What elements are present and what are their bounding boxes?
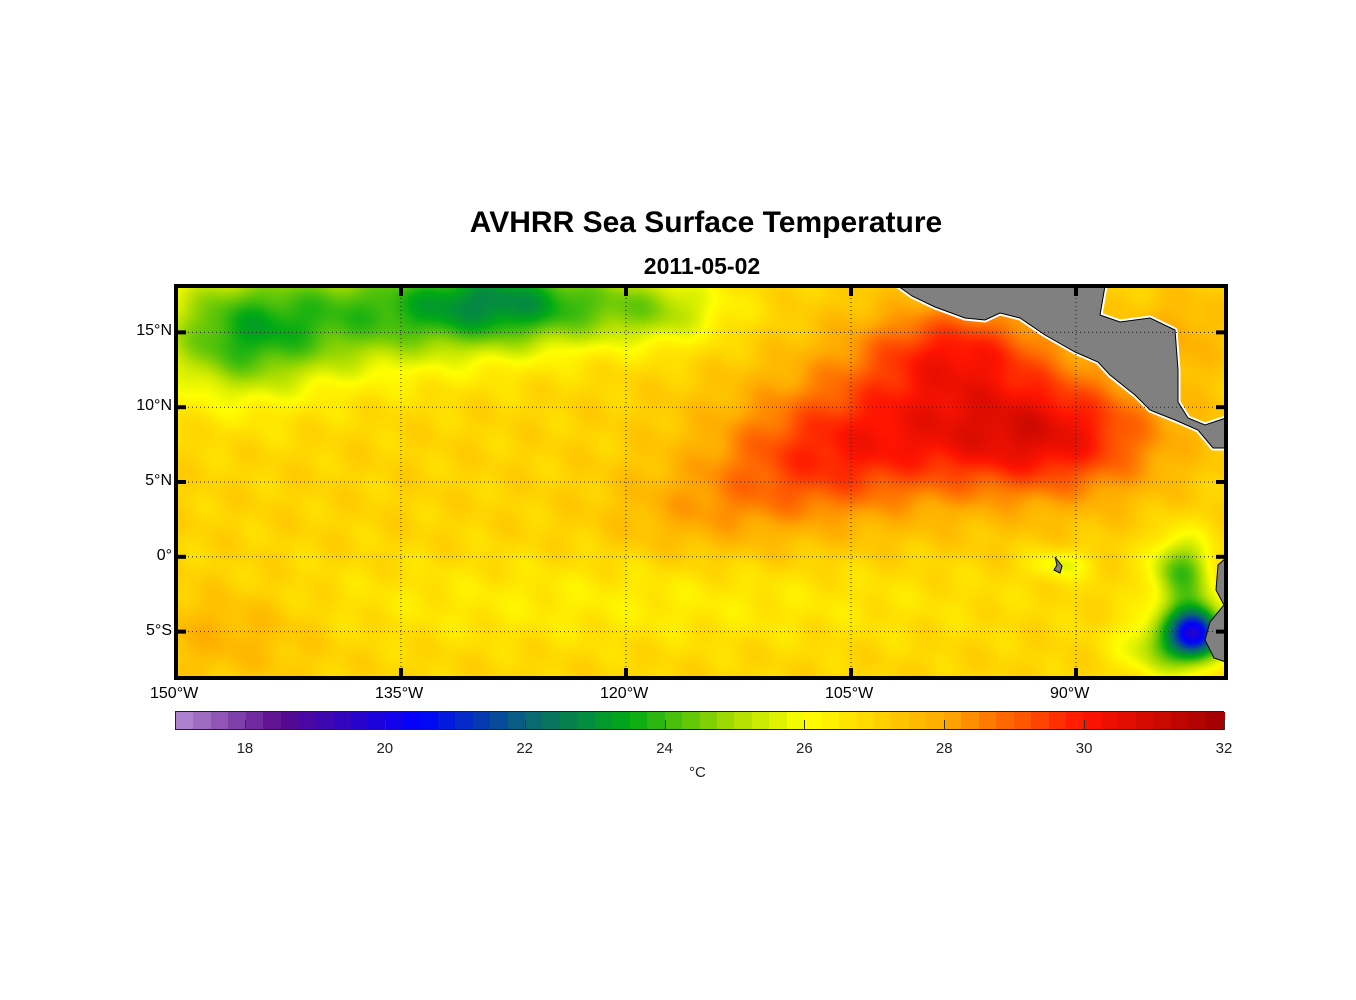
colorbar-segment — [455, 712, 475, 729]
lon-label: 90°W — [1050, 685, 1090, 702]
colorbar-tick-mark — [1084, 720, 1086, 730]
colorbar-tick-label: 32 — [1215, 740, 1233, 757]
colorbar-segment — [856, 712, 877, 729]
colorbar-unit-label: °C — [689, 764, 706, 781]
colorbar-segment — [1188, 712, 1208, 729]
map-overlay — [174, 283, 1229, 680]
map-title: AVHRR Sea Surface Temperature — [469, 206, 943, 239]
colorbar-segment — [542, 712, 562, 729]
colorbar-segment — [176, 712, 196, 729]
colorbar-segment — [612, 712, 632, 729]
lat-label: 15°N — [136, 322, 172, 340]
colorbar-segment — [525, 712, 545, 729]
colorbar-tick-label: 24 — [656, 740, 673, 757]
lon-label: 135°W — [375, 685, 424, 702]
colorbar-tick-mark — [804, 720, 806, 730]
lat-label: 5°S — [146, 621, 172, 639]
colorbar-tick-label: 28 — [935, 740, 953, 757]
lat-label: 5°N — [145, 472, 172, 489]
lat-label: 10°N — [136, 397, 172, 415]
colorbar-segment — [210, 712, 231, 729]
colorbar-segment — [577, 712, 597, 729]
colorbar-tick-label: 30 — [1075, 740, 1093, 757]
south-america-land — [1204, 556, 1227, 663]
colorbar-segment — [1118, 712, 1138, 729]
colorbar-segment — [472, 712, 493, 729]
colorbar-segment — [978, 712, 999, 729]
colorbar-segment — [245, 712, 266, 729]
colorbar-segment — [1205, 712, 1226, 729]
colorbar-segment — [682, 712, 702, 729]
colorbar-segment — [821, 712, 842, 729]
map-subtitle: 2011-05-02 — [643, 253, 761, 279]
colorbar-tick-label: 22 — [516, 740, 533, 757]
colorbar-segment — [559, 712, 580, 729]
colorbar-segment — [507, 712, 528, 729]
colorbar-segment — [751, 712, 772, 729]
colorbar-segment — [804, 712, 824, 729]
colorbar-segment — [333, 712, 353, 729]
gridlines — [176, 286, 1226, 678]
colorbar-segment — [1135, 712, 1156, 729]
colorbar-segment — [996, 712, 1016, 729]
colorbar-segment — [280, 712, 301, 729]
colorbar-segment — [385, 712, 405, 729]
colorbar-segment — [402, 712, 423, 729]
colorbar-segment — [298, 712, 318, 729]
colorbar-segment — [437, 712, 458, 729]
colorbar-segment — [629, 712, 650, 729]
colorbar-segment — [315, 712, 336, 729]
colorbar-segment — [228, 712, 248, 729]
colorbar-segment — [490, 712, 510, 729]
colorbar-tick-label: 26 — [796, 740, 813, 757]
colorbar-segment — [1153, 712, 1173, 729]
galapagos-land — [1053, 556, 1063, 574]
colorbar-segment — [1100, 712, 1121, 729]
lon-label: 105°W — [825, 685, 874, 702]
colorbar-segment — [908, 712, 929, 729]
lat-label: 0° — [156, 546, 172, 564]
colorbar-segment — [1013, 712, 1034, 729]
colorbar-tick-mark — [524, 720, 526, 730]
colorbar-segment — [367, 712, 388, 729]
colorbar-segment — [874, 712, 894, 729]
colorbar-segment — [420, 712, 440, 729]
frame-ticks — [176, 286, 1226, 678]
colorbar-segment — [647, 712, 667, 729]
colorbar-tick-mark — [1224, 720, 1225, 730]
colorbar-segment — [1065, 712, 1086, 729]
sst-map — [174, 283, 1229, 680]
colorbar-segment — [1083, 712, 1103, 729]
colorbar-segment — [734, 712, 754, 729]
colorbar-segment — [891, 712, 911, 729]
colorbar-segment — [193, 712, 213, 729]
colorbar-segment — [716, 712, 737, 729]
colorbar-tick-mark — [664, 720, 666, 730]
lon-label: 120°W — [600, 685, 649, 702]
colorbar-segment — [961, 712, 981, 729]
colorbar-tick-mark — [944, 720, 946, 730]
colorbar-tick-mark — [244, 720, 246, 730]
colorbar-segment — [263, 712, 283, 729]
colorbar-segment — [926, 712, 946, 729]
colorbar-tick-label: 20 — [376, 740, 394, 757]
colorbar-segment — [664, 712, 685, 729]
colorbar-segment — [350, 712, 371, 729]
colorbar-segment — [1048, 712, 1069, 729]
colorbar-segment — [786, 712, 807, 729]
colorbar-segment — [699, 712, 720, 729]
lon-label: 150°W — [150, 685, 199, 702]
colorbar-segment — [1170, 712, 1191, 729]
colorbar-segment — [594, 712, 615, 729]
colorbar-tick-mark — [384, 720, 386, 730]
colorbar — [175, 711, 1226, 730]
colorbar-segment — [769, 712, 789, 729]
colorbar-segment — [839, 712, 859, 729]
colorbar-segment — [943, 712, 964, 729]
colorbar-tick-label: 18 — [236, 740, 254, 757]
colorbar-segment — [1031, 712, 1051, 729]
